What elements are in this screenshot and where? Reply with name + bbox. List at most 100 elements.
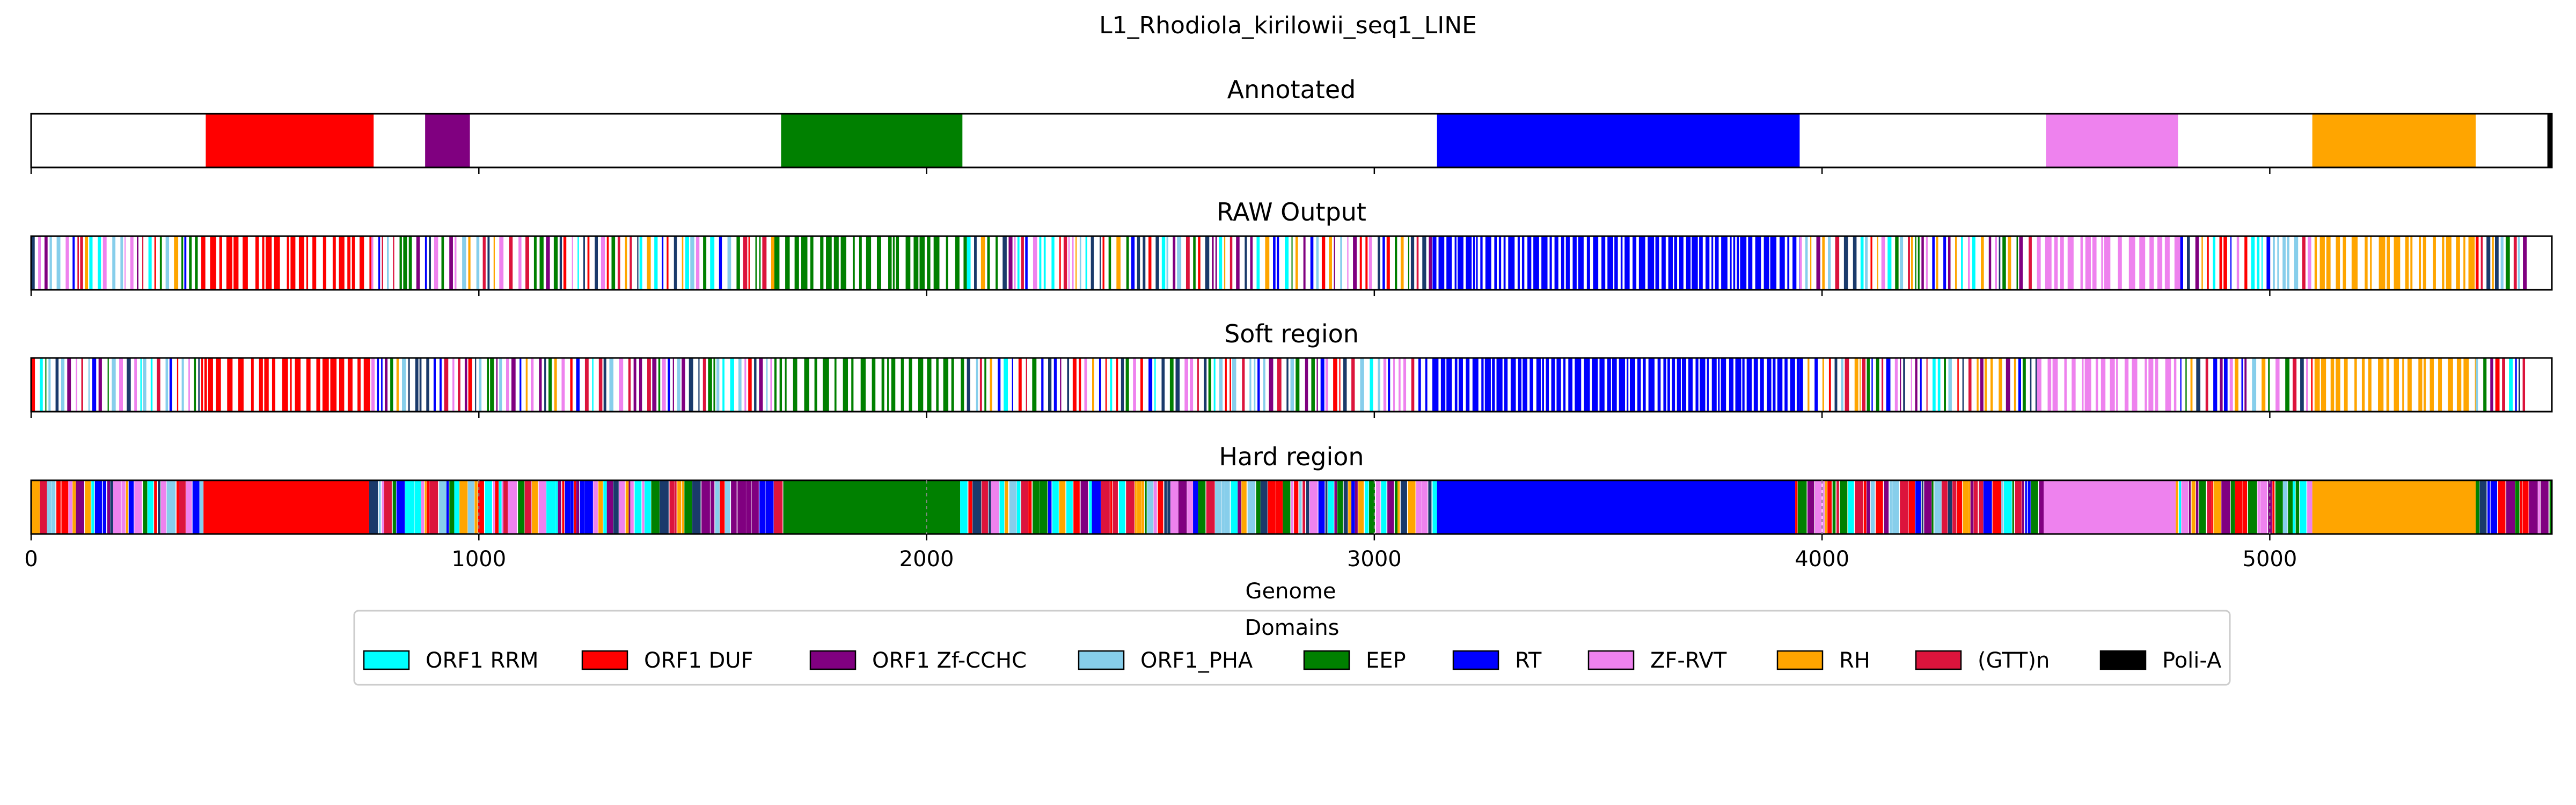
x-tick-label: 4000 — [1795, 547, 1849, 572]
segment-stripe — [482, 236, 486, 290]
segment-stripe — [682, 358, 685, 412]
segment-stripe — [1822, 236, 1825, 290]
segment-stripe — [2252, 358, 2257, 412]
segment-stripe — [1695, 358, 1699, 412]
segment-stripe — [1737, 236, 1739, 290]
segment-stripe — [2148, 358, 2154, 412]
segment-stripe — [67, 358, 71, 412]
segment-stripe — [1568, 358, 1573, 412]
segment-stripe — [1733, 236, 1736, 290]
segment-stripe — [76, 480, 84, 534]
segment-stripe — [1932, 358, 1936, 412]
segment-stripe — [264, 358, 269, 412]
segment-stripe — [1828, 358, 1831, 412]
segment-stripe — [1359, 236, 1362, 290]
legend-label: ORF1_PHA — [1140, 648, 1253, 673]
segment-stripe — [532, 480, 538, 534]
segment-stripe — [503, 480, 508, 534]
segment-stripe — [1518, 358, 1521, 412]
segment-stripe — [1796, 358, 1800, 412]
segment-stripe — [548, 358, 552, 412]
segment-stripe — [1067, 358, 1070, 412]
segment-stripe — [2072, 358, 2076, 412]
segment-stripe — [137, 236, 138, 290]
legend-title: Domains — [1245, 616, 1339, 640]
segment-stripe — [501, 480, 503, 534]
segment-stripe — [1832, 480, 1836, 534]
segment-stripe — [1990, 358, 1993, 412]
segment-stripe — [1473, 236, 1475, 290]
segment-stripe — [2336, 358, 2340, 412]
segment-stripe — [2085, 236, 2091, 290]
segment-stripe — [1814, 358, 1818, 412]
segment-stripe — [892, 236, 895, 290]
segment-stripe — [774, 236, 780, 290]
segment-stripe — [770, 358, 772, 412]
segment-stripe — [2261, 236, 2263, 290]
segment-stripe — [2302, 236, 2306, 290]
segment-stripe — [219, 236, 222, 290]
segment-stripe — [1882, 358, 1884, 412]
segment-stripe — [698, 358, 700, 412]
segment-stripe — [2314, 358, 2320, 412]
segment-stripe — [2307, 480, 2312, 534]
segment-stripe — [1638, 236, 1645, 290]
segment-stripe — [1002, 236, 1007, 290]
segment-stripe — [1476, 236, 1478, 290]
segment-stripe — [1921, 236, 1924, 290]
segment-stripe — [2272, 480, 2275, 534]
segment-stripe — [2456, 358, 2462, 412]
legend-label: ORF1 DUF — [644, 648, 753, 673]
segment-stripe — [1529, 358, 1533, 412]
segment-stripe — [2145, 358, 2147, 412]
legend-label: Poli-A — [2162, 648, 2222, 673]
segment-stripe — [1948, 480, 1952, 534]
segment-stripe — [485, 480, 492, 534]
segment-stripe — [2001, 480, 2004, 534]
segment-stripe — [2201, 236, 2203, 290]
segment-stripe — [1572, 236, 1577, 290]
segment-stripe — [2500, 236, 2504, 290]
segment-stripe — [1742, 358, 1745, 412]
segment-stripe — [416, 236, 420, 290]
segment-stripe — [574, 480, 576, 534]
segment-stripe — [1527, 236, 1532, 290]
segment-stripe — [580, 480, 585, 534]
segment-stripe — [668, 358, 670, 412]
segment-stripe — [852, 236, 855, 290]
segment-stripe — [1894, 358, 1898, 412]
segment-stripe — [2118, 236, 2122, 290]
segment-stripe — [440, 358, 442, 412]
segment-stripe — [499, 236, 504, 290]
segment-stripe — [1948, 236, 1951, 290]
segment-stripe — [1370, 358, 1373, 412]
segment-stripe — [2015, 480, 2022, 534]
segment-stripe — [1446, 236, 1452, 290]
segment-stripe — [91, 480, 94, 534]
segment-stripe — [785, 236, 790, 290]
segment-stripe — [1397, 480, 1400, 534]
segment-stripe — [1970, 480, 1974, 534]
segment-stripe — [1924, 480, 1932, 534]
segment-stripe — [2490, 480, 2498, 534]
segment-stripe — [55, 358, 59, 412]
segment-eep — [783, 480, 961, 534]
segment-stripe — [748, 358, 752, 412]
segment-stripe — [2244, 358, 2247, 412]
segment-stripe — [754, 358, 757, 412]
segment-stripe — [2515, 480, 2520, 534]
segment-stripe — [2101, 236, 2103, 290]
segment-stripe — [2468, 236, 2475, 290]
legend-label: (GTT)n — [1978, 648, 2050, 673]
segment-stripe — [1254, 358, 1256, 412]
segment-stripe — [2176, 480, 2178, 534]
segment-stripe — [710, 480, 715, 534]
segment-stripe — [1318, 480, 1325, 534]
segment-stripe — [943, 358, 949, 412]
segment-stripe — [188, 358, 190, 412]
segment-stripe — [458, 358, 460, 412]
segment-stripe — [1190, 358, 1194, 412]
segment-stripe — [1790, 358, 1795, 412]
segment-stripe — [2241, 358, 2243, 412]
segment-stripe — [2022, 358, 2026, 412]
